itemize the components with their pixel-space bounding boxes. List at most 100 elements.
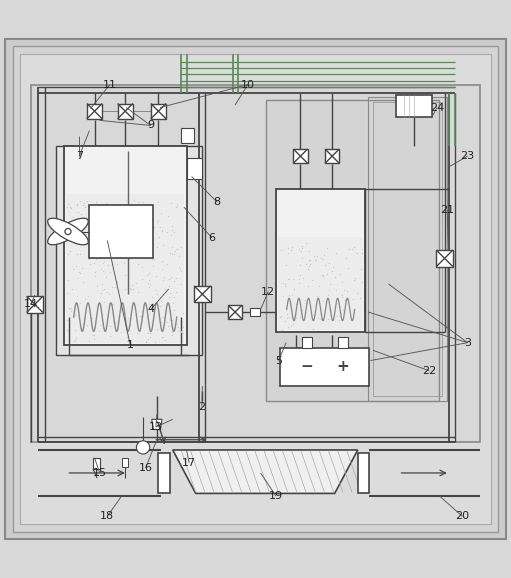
Point xyxy=(132,279,140,288)
Bar xyxy=(280,348,369,386)
Point xyxy=(66,304,74,313)
Point xyxy=(64,199,72,209)
Text: 5: 5 xyxy=(275,355,282,365)
Point xyxy=(357,264,365,273)
Point xyxy=(99,247,107,257)
Point xyxy=(99,233,107,242)
Point xyxy=(297,253,306,262)
Point xyxy=(95,217,103,226)
Point xyxy=(136,239,144,248)
Point xyxy=(162,260,171,269)
Point xyxy=(125,255,133,264)
Point xyxy=(104,260,112,269)
Point xyxy=(304,281,312,291)
Point xyxy=(335,316,343,325)
Point xyxy=(129,230,137,239)
Point xyxy=(66,247,75,256)
Point xyxy=(342,254,351,263)
Point xyxy=(175,251,183,261)
Point xyxy=(146,279,154,288)
Point xyxy=(80,198,88,208)
Point xyxy=(96,320,104,329)
Point xyxy=(98,216,106,225)
Point xyxy=(159,275,167,284)
Point xyxy=(152,271,160,280)
Point xyxy=(132,201,140,210)
Point xyxy=(68,265,77,274)
Point xyxy=(170,292,178,302)
Point xyxy=(148,203,156,212)
Point xyxy=(136,214,145,224)
Point xyxy=(351,274,359,283)
Point xyxy=(89,210,97,220)
Point xyxy=(129,284,137,293)
Point xyxy=(358,244,366,253)
Text: 12: 12 xyxy=(261,287,275,297)
Text: 13: 13 xyxy=(149,422,163,432)
Point xyxy=(141,250,149,260)
Point xyxy=(308,276,316,285)
Point xyxy=(358,249,366,258)
Point xyxy=(128,298,136,307)
Point xyxy=(98,286,106,295)
Point xyxy=(127,250,135,260)
Point xyxy=(101,249,109,258)
Point xyxy=(353,288,361,298)
Point xyxy=(314,313,322,323)
Point xyxy=(170,249,178,258)
Point xyxy=(130,247,138,257)
Point xyxy=(78,236,86,245)
Point xyxy=(84,249,92,258)
Point xyxy=(85,228,93,238)
Point xyxy=(71,325,79,335)
Text: 11: 11 xyxy=(103,80,117,90)
Point xyxy=(97,303,105,312)
Point xyxy=(65,231,73,240)
Point xyxy=(106,268,114,277)
Point xyxy=(92,255,101,264)
Point xyxy=(158,265,166,274)
Point xyxy=(290,285,298,294)
Point xyxy=(89,209,97,218)
Point xyxy=(105,218,113,227)
Point xyxy=(160,335,169,344)
Point xyxy=(345,244,353,254)
Point xyxy=(76,250,84,259)
Point xyxy=(170,276,178,286)
Polygon shape xyxy=(173,450,358,494)
Point xyxy=(88,229,97,239)
Point xyxy=(282,316,290,325)
Point xyxy=(277,245,285,254)
Point xyxy=(343,263,352,272)
Point xyxy=(164,321,172,331)
Text: 17: 17 xyxy=(182,458,196,468)
Point xyxy=(132,317,140,326)
Point xyxy=(296,260,304,269)
Point xyxy=(288,243,296,252)
Point xyxy=(105,298,113,307)
Point xyxy=(64,276,73,285)
Point xyxy=(82,230,90,239)
Point xyxy=(104,222,112,231)
Point xyxy=(167,199,175,208)
Point xyxy=(78,264,86,273)
Point xyxy=(297,246,305,255)
Point xyxy=(107,216,115,225)
Point xyxy=(279,291,287,300)
Point xyxy=(121,202,129,212)
Point xyxy=(324,258,333,268)
Point xyxy=(159,313,168,322)
Point xyxy=(298,305,306,314)
Point xyxy=(281,281,289,290)
Point xyxy=(179,323,187,332)
Point xyxy=(324,286,333,295)
Point xyxy=(112,260,121,269)
Point xyxy=(76,268,84,277)
Bar xyxy=(151,103,166,119)
Point xyxy=(337,291,345,300)
Point xyxy=(298,310,306,319)
Point xyxy=(78,319,86,328)
Point xyxy=(97,288,105,298)
Point xyxy=(87,201,95,210)
Text: 18: 18 xyxy=(100,512,114,521)
